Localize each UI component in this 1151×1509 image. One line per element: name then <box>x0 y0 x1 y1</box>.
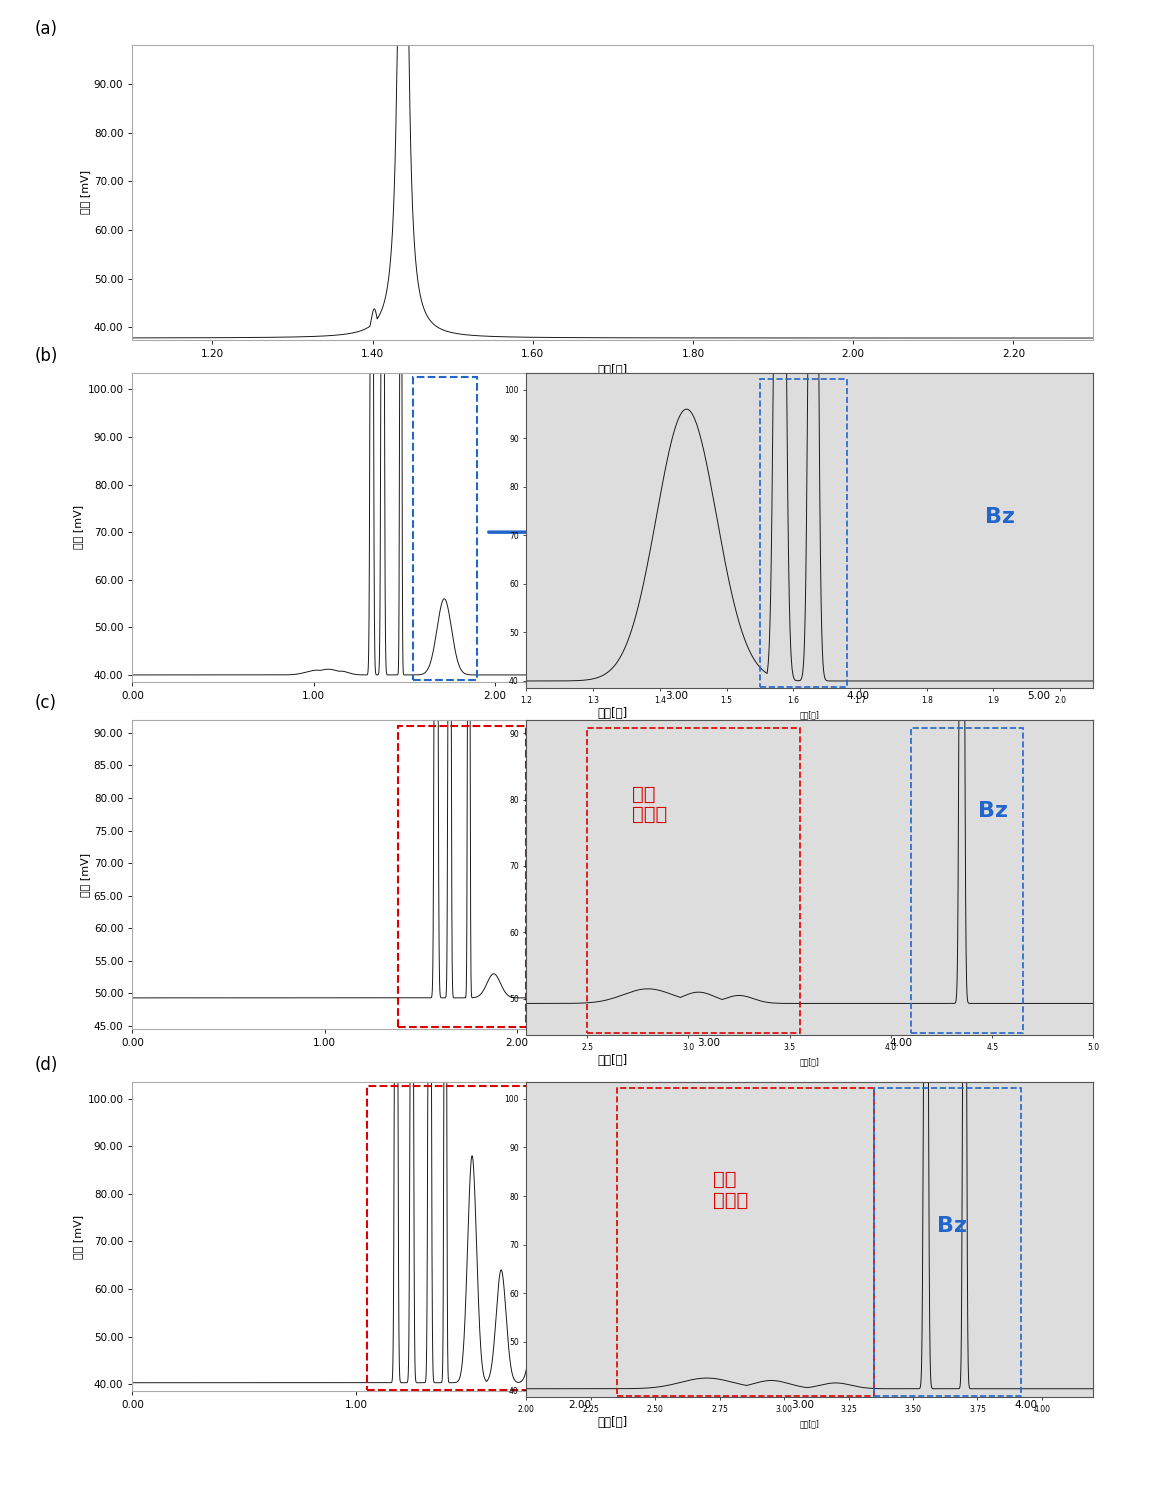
Text: Bz: Bz <box>984 507 1015 527</box>
Text: (d): (d) <box>35 1056 58 1074</box>
X-axis label: 시간[분]: 시간[분] <box>597 1415 628 1429</box>
Text: (a): (a) <box>35 20 58 38</box>
Y-axis label: 전압 [mV]: 전압 [mV] <box>74 1215 83 1259</box>
Bar <box>397 726 526 1028</box>
Text: 중간
산화물: 중간 산화물 <box>714 1169 749 1210</box>
Text: (c): (c) <box>35 694 56 712</box>
Text: 중간
산화물: 중간 산화물 <box>632 785 668 824</box>
Y-axis label: 전압 [mV]: 전압 [mV] <box>74 506 83 549</box>
Bar <box>412 377 477 679</box>
Text: (b): (b) <box>35 347 58 365</box>
Y-axis label: 전압 [mV]: 전압 [mV] <box>79 853 90 896</box>
X-axis label: 시간[분]: 시간[분] <box>597 706 628 720</box>
Y-axis label: 전압 [mV]: 전압 [mV] <box>79 171 90 214</box>
Bar <box>367 1086 584 1390</box>
Text: Bz: Bz <box>978 801 1008 821</box>
X-axis label: 시간[분]: 시간[분] <box>597 1053 628 1067</box>
Text: Bz: Bz <box>937 1216 967 1236</box>
X-axis label: 시간[분]: 시간[분] <box>597 364 628 377</box>
